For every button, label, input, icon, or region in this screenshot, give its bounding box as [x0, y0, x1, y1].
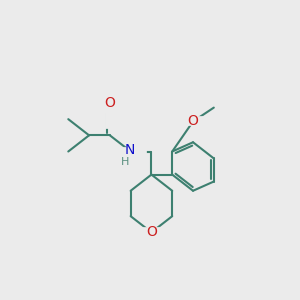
Text: O: O — [104, 96, 115, 110]
Text: O: O — [146, 225, 157, 239]
Text: H: H — [121, 157, 129, 167]
Text: O: O — [188, 115, 199, 128]
Text: N: N — [124, 143, 135, 157]
